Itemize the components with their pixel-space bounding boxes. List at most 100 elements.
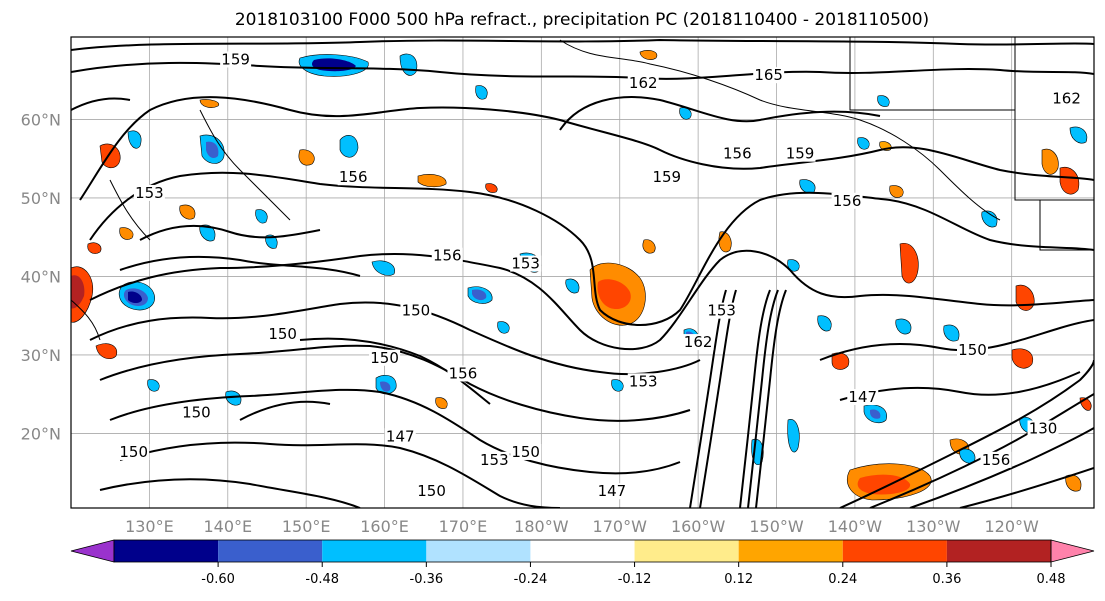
map-background — [71, 37, 1094, 508]
lon-tick-label: 150°W — [749, 517, 804, 536]
colorbar-extend-low — [70, 539, 115, 563]
map-contents — [71, 37, 1094, 508]
contour-label: 159 — [652, 168, 681, 186]
contour-label: 147 — [386, 427, 415, 445]
contour-label: 150 — [370, 349, 399, 367]
colorbar-segment — [842, 540, 947, 562]
contour-label-bg — [847, 389, 879, 406]
lat-tick-label: 20°N — [21, 424, 61, 443]
contour-label-bg — [431, 247, 463, 264]
colorbar-tick-label: 0.36 — [932, 572, 961, 587]
lon-tick-label: 150°E — [282, 517, 331, 536]
lon-tick-label: 130°E — [125, 517, 174, 536]
contour-label-bg — [510, 443, 542, 460]
lon-tick-label: 160°W — [671, 517, 726, 536]
contour-label: 130 — [1029, 419, 1058, 437]
contour-label-bg — [416, 483, 448, 500]
contour-label-bg — [478, 451, 510, 468]
contour-label: 150 — [119, 443, 148, 461]
colorbar-segment — [426, 540, 531, 562]
lat-tick-label: 50°N — [21, 189, 61, 208]
contour-label-bg — [118, 443, 150, 460]
contour-label: 162 — [684, 333, 713, 351]
contour-label: 150 — [402, 302, 431, 320]
contour-label: 150 — [417, 482, 446, 500]
contour-label-bg — [627, 373, 659, 390]
contour-label-bg — [447, 365, 479, 382]
contour-label-bg — [1051, 90, 1083, 107]
contour-label-bg — [369, 349, 401, 366]
contour-label: 153 — [629, 372, 658, 390]
lon-tick-label: 140°E — [203, 517, 252, 536]
contour-label: 162 — [629, 74, 658, 92]
contour-label-bg — [384, 428, 416, 445]
contour-label-bg — [400, 302, 432, 319]
contour-label: 153 — [135, 184, 164, 202]
colorbar-tick-label: 0.24 — [828, 572, 857, 587]
colorbar-segment — [946, 540, 1051, 562]
colorbar-segment — [738, 540, 843, 562]
colorbar-tick-label: 0.48 — [1037, 572, 1066, 587]
colorbar-segment — [114, 540, 219, 562]
contour-label: 159 — [786, 145, 815, 163]
contour-label: 156 — [433, 247, 462, 265]
colorbar-tick-label: -0.60 — [201, 572, 235, 587]
longitude-labels: 130°E 140°E 150°E 160°E 170°E 180°W 170°W 160°W… — [125, 517, 1039, 536]
lat-tick-label: 40°N — [21, 267, 61, 286]
contour-label-bg — [980, 451, 1012, 468]
contour-label: 153 — [480, 451, 509, 469]
contour-label-bg — [956, 341, 988, 358]
contour-label-bg — [627, 75, 659, 92]
contour-label-bg — [1027, 420, 1059, 437]
contour-label-bg — [721, 145, 753, 162]
contour-label: 153 — [511, 255, 540, 273]
colorbar-tick-label: -0.24 — [514, 572, 548, 587]
contour-label-bg — [220, 51, 252, 68]
contour-label-bg — [784, 145, 816, 162]
colorbar-segment — [634, 540, 739, 562]
contour-label: 150 — [511, 443, 540, 461]
contour-label-bg — [133, 184, 165, 201]
contour-label: 147 — [848, 388, 877, 406]
contour-label-bg — [753, 67, 785, 84]
colorbar-segment — [530, 540, 635, 562]
coastlines — [71, 37, 1094, 341]
contour-label: 150 — [958, 341, 987, 359]
contour-label: 156 — [833, 192, 862, 210]
contour-label-bg — [682, 334, 714, 351]
latitude-labels: 60°N 50°N 40°N 30°N 20°N — [21, 110, 61, 443]
lon-tick-label: 130°W — [906, 517, 961, 536]
map-frame — [70, 36, 1095, 509]
colorbar-frame — [113, 539, 1052, 563]
contour-label: 156 — [723, 145, 752, 163]
lon-tick-label: 140°W — [828, 517, 883, 536]
colorbar-tick-label: -0.36 — [410, 572, 444, 587]
colorbar-tick-label: -0.12 — [618, 572, 652, 587]
contour-label: 162 — [1052, 90, 1081, 108]
colorbar-tick-label: 0.12 — [724, 572, 753, 587]
contour-label: 153 — [707, 302, 736, 320]
contour-label-bg — [337, 169, 369, 186]
contour-label: 159 — [221, 50, 250, 68]
lon-tick-label: 170°W — [593, 517, 648, 536]
colorbar-segment — [218, 540, 323, 562]
lon-tick-label: 180°W — [514, 517, 569, 536]
lat-tick-label: 30°N — [21, 346, 61, 365]
lon-tick-label: 120°W — [985, 517, 1040, 536]
contour-label: 150 — [182, 404, 211, 422]
contour-label: 165 — [754, 66, 783, 84]
chart-title: 2018103100 F000 500 hPa refract., precip… — [235, 10, 929, 30]
contour-label: 156 — [339, 168, 368, 186]
contour-label: 147 — [598, 482, 627, 500]
lon-tick-label: 160°E — [360, 517, 409, 536]
lon-tick-label: 170°E — [439, 517, 488, 536]
lat-tick-label: 60°N — [21, 110, 61, 129]
contour-label-bg — [267, 326, 299, 343]
contour-label: 156 — [449, 364, 478, 382]
colorbar-tick-label: -0.48 — [305, 572, 339, 587]
contour-label-bg — [180, 404, 212, 421]
contour-label: 156 — [982, 451, 1011, 469]
colorbar-extend-high — [1050, 539, 1095, 563]
